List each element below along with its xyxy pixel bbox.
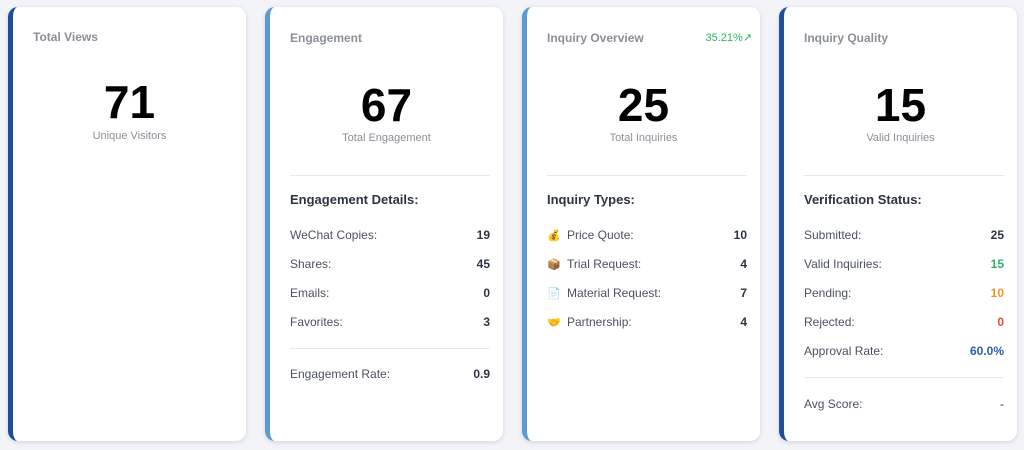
row-label: Rejected: xyxy=(804,315,855,329)
list-item: Approval Rate: 60.0% xyxy=(804,343,1004,359)
row-label: Emails: xyxy=(290,286,330,300)
card-sub-label: Valid Inquiries xyxy=(866,132,935,144)
list-item: 📦 Trial Request: 4 xyxy=(547,256,747,272)
engagement-value: 67 xyxy=(360,79,413,131)
handshake-icon: 🤝 xyxy=(547,316,561,329)
trend-badge: 35.21%↗ xyxy=(705,32,752,44)
divider xyxy=(804,175,1004,176)
list-item: Shares: 45 xyxy=(290,256,490,272)
inquiry-overview-card: Inquiry Overview 35.21%↗ 25 Total Inquir… xyxy=(522,7,760,441)
total-views-value: 71 xyxy=(103,76,156,128)
divider xyxy=(804,377,1004,378)
section-title: Inquiry Types: xyxy=(547,192,635,207)
row-value: 19 xyxy=(476,228,490,242)
inquiry-total-value: 25 xyxy=(617,79,670,131)
row-value: 60.0% xyxy=(969,344,1004,358)
row-label: Trial Request: xyxy=(567,257,642,271)
card-sub-label: Total Engagement xyxy=(342,132,431,144)
list-item: 💰 Price Quote: 10 xyxy=(547,227,747,243)
list-item: Rejected: 0 xyxy=(804,314,1004,330)
row-value: 0 xyxy=(483,286,490,300)
row-value: 15 xyxy=(990,257,1004,271)
divider xyxy=(290,175,490,176)
row-value: 0.9 xyxy=(473,367,490,381)
row-value: - xyxy=(1000,397,1004,411)
row-value: 45 xyxy=(476,257,490,271)
document-icon: 📄 xyxy=(547,287,561,300)
row-label: Partnership: xyxy=(567,315,632,329)
row-value: 10 xyxy=(733,228,747,242)
inquiry-quality-card: Inquiry Quality 15 Valid Inquiries Verif… xyxy=(779,7,1017,441)
list-item: Valid Inquiries: 15 xyxy=(804,256,1004,272)
card-title: Total Views xyxy=(33,30,98,44)
row-label: Engagement Rate: xyxy=(290,367,391,381)
money-bag-icon: 💰 xyxy=(547,229,561,242)
card-title: Inquiry Overview xyxy=(547,31,644,45)
card-sub-label: Total Inquiries xyxy=(609,132,678,144)
row-value: 7 xyxy=(740,286,747,300)
card-sub-label: Unique Visitors xyxy=(92,130,167,142)
row-label: Pending: xyxy=(804,286,852,300)
row-value: 3 xyxy=(483,315,490,329)
row-value: 4 xyxy=(740,257,747,271)
list-item: Submitted: 25 xyxy=(804,227,1004,243)
card-title: Engagement xyxy=(290,31,363,45)
row-label: Valid Inquiries: xyxy=(804,257,882,271)
valid-inquiries-value: 15 xyxy=(874,79,927,131)
row-label: Shares: xyxy=(290,257,332,271)
engagement-rate-row: Engagement Rate: 0.9 xyxy=(290,366,490,382)
list-item: Pending: 10 xyxy=(804,285,1004,301)
row-value: 4 xyxy=(740,315,747,329)
total-views-card: Total Views 71 Unique Visitors xyxy=(8,7,246,441)
engagement-card: Engagement 67 Total Engagement Engagemen… xyxy=(265,7,503,441)
divider xyxy=(290,348,490,349)
row-label: Avg Score: xyxy=(804,397,863,411)
row-label: Material Request: xyxy=(567,286,662,300)
list-item: Favorites: 3 xyxy=(290,314,490,330)
row-value: 0 xyxy=(997,315,1004,329)
list-item: 📄 Material Request: 7 xyxy=(547,285,747,301)
row-label: Price Quote: xyxy=(567,228,634,242)
section-title: Verification Status: xyxy=(804,192,922,207)
list-item: Emails: 0 xyxy=(290,285,490,301)
row-value: 25 xyxy=(990,228,1004,242)
divider xyxy=(547,175,747,176)
row-label: Favorites: xyxy=(290,315,343,329)
row-label: Submitted: xyxy=(804,228,862,242)
row-label: Approval Rate: xyxy=(804,344,884,358)
card-title: Inquiry Quality xyxy=(804,31,889,45)
list-item: 🤝 Partnership: 4 xyxy=(547,314,747,330)
list-item: WeChat Copies: 19 xyxy=(290,227,490,243)
package-icon: 📦 xyxy=(547,258,561,271)
row-label: WeChat Copies: xyxy=(290,228,378,242)
avg-score-row: Avg Score: - xyxy=(804,396,1004,412)
section-title: Engagement Details: xyxy=(290,192,419,207)
row-value: 10 xyxy=(990,286,1004,300)
